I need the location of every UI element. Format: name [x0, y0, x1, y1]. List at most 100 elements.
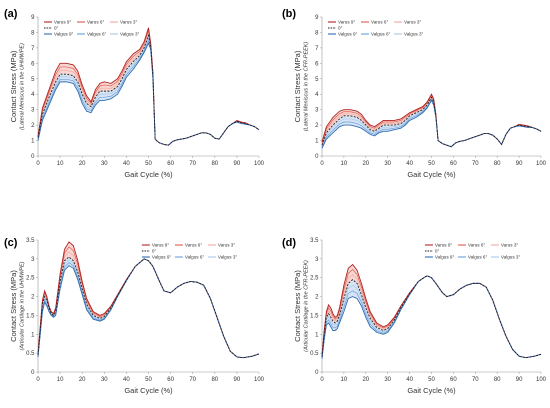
- legend-entry: Valgus 6°: [87, 32, 107, 37]
- y-axis-sublabel: (Lateral Meniscus in the UHMWPE): [20, 43, 26, 130]
- x-tick-label: 50: [145, 161, 152, 167]
- x-tick-label: 40: [406, 377, 413, 383]
- legend-entry: 0°: [54, 26, 59, 31]
- x-tick-label: 0: [320, 161, 324, 167]
- legend-entry: 0°: [338, 26, 343, 31]
- x-tick-label: 80: [494, 377, 501, 383]
- y-tick-label: 2: [315, 295, 319, 301]
- y-tick-label: 0: [315, 370, 319, 376]
- series-line-varus-6: [37, 30, 260, 146]
- series-line-valgus-3: [37, 258, 260, 359]
- y-tick-label: 2: [31, 123, 35, 129]
- y-tick-label: 1: [31, 139, 35, 145]
- legend-entry: Varus 3°: [501, 243, 518, 248]
- x-tick-label: 80: [211, 161, 218, 167]
- legend-entry: Varus 9°: [435, 243, 452, 248]
- series-line-valgus-6: [321, 98, 542, 148]
- series-line-varus-9: [37, 27, 260, 146]
- y-tick-label: 7: [31, 46, 35, 52]
- y-tick-label: 9: [315, 15, 319, 21]
- y-tick-label: 1.5: [26, 313, 35, 319]
- legend-entry: Varus 6°: [185, 243, 202, 248]
- legend-entry: Varus 3°: [404, 20, 421, 25]
- x-tick-label: 70: [472, 377, 479, 383]
- x-tick-label: 100: [254, 377, 265, 383]
- x-tick-label: 60: [167, 377, 174, 383]
- y-tick-label: 6: [31, 61, 35, 67]
- x-tick-label: 60: [450, 377, 457, 383]
- y-tick-label: 0.5: [26, 351, 35, 357]
- y-tick-label: 9: [31, 15, 35, 21]
- y-tick-label: 1.5: [310, 313, 319, 319]
- x-tick-label: 90: [516, 161, 523, 167]
- y-tick-label: 3: [315, 257, 319, 263]
- x-tick-label: 70: [189, 377, 196, 383]
- x-tick-label: 70: [189, 161, 196, 167]
- valgus-band: [322, 275, 541, 359]
- legend-entry: Varus 9°: [152, 243, 169, 248]
- series-line-valgus-9: [37, 42, 260, 146]
- x-tick-label: 40: [123, 377, 130, 383]
- x-tick-label: 10: [57, 377, 64, 383]
- y-tick-label: 4: [315, 92, 319, 98]
- legend: Varus 9° Varus 6° Varus 3° 0°Valgus 9° Valgu…: [328, 20, 424, 37]
- y-tick-label: 7: [315, 46, 319, 52]
- y-tick-label: 2: [315, 123, 319, 129]
- valgus-band: [38, 256, 259, 358]
- y-tick-label: 6: [315, 61, 319, 67]
- legend: Varus 9° Varus 6° Varus 3° 0°Valgus 9° Valgu…: [141, 243, 238, 260]
- legend-entry: 0°: [435, 249, 440, 254]
- varus-band: [322, 264, 541, 358]
- legend-entry: Varus 9°: [338, 20, 355, 25]
- x-tick-label: 30: [101, 377, 108, 383]
- legend-entry: Varus 6°: [87, 20, 104, 25]
- x-tick-label: 50: [145, 377, 152, 383]
- x-axis-label: Gait Cycle (%): [407, 386, 456, 395]
- valgus-band: [38, 35, 259, 146]
- y-tick-label: 0: [31, 154, 35, 160]
- varus-band: [38, 27, 259, 146]
- y-tick-label: 4: [31, 92, 35, 98]
- x-tick-label: 90: [234, 161, 241, 167]
- y-tick-label: 3.5: [310, 238, 319, 244]
- y-tick-label: 2.5: [310, 276, 319, 282]
- y-tick-label: 5: [31, 77, 35, 83]
- y-axis-sublabel: (Articular Cartilage in the UHMWPE): [20, 261, 26, 350]
- legend-entry: Varus 6°: [468, 243, 485, 248]
- series-line-varus-3: [37, 31, 260, 146]
- x-tick-label: 20: [362, 377, 369, 383]
- y-axis-sublabel: (Lateral Meniscus in the CFR-PEEK): [304, 42, 310, 132]
- x-tick-label: 30: [384, 377, 391, 383]
- legend-entry: Valgus 9°: [152, 255, 172, 260]
- y-axis-label: Contact Stress (MPa): [293, 50, 302, 122]
- panel-label: (c): [4, 237, 18, 249]
- legend-entry: Valgus 9°: [338, 32, 358, 37]
- y-axis-label: Contact Stress (MPa): [9, 270, 18, 342]
- series-line-0: [37, 256, 260, 359]
- legend-entry: Valgus 6°: [185, 255, 205, 260]
- y-tick-label: 3: [31, 257, 35, 263]
- y-tick-label: 3: [315, 108, 319, 114]
- y-tick-label: 1: [315, 332, 319, 338]
- y-axis-sublabel: (Articular Cartilage in the CFR-PEEK): [304, 260, 310, 352]
- y-tick-label: 3: [31, 108, 35, 114]
- legend-entry: Varus 3°: [218, 243, 235, 248]
- series-line-valgus-9: [37, 258, 260, 359]
- x-tick-label: 0: [36, 377, 40, 383]
- y-tick-label: 3.5: [26, 238, 35, 244]
- x-tick-label: 50: [428, 377, 435, 383]
- x-tick-label: 80: [211, 377, 218, 383]
- series-line-valgus-6: [37, 258, 260, 359]
- x-tick-label: 100: [536, 377, 547, 383]
- y-axis-label: Contact Stress (MPa): [293, 270, 302, 342]
- legend-entry: Valgus 3°: [218, 255, 238, 260]
- x-tick-label: 90: [234, 377, 241, 383]
- x-tick-label: 10: [341, 377, 348, 383]
- chart-panel-c: (c) 0 0.5 1 1.5 2 2.5 3 3.5 0 10 20 30 40 50 60 70 80 90 10…: [4, 237, 265, 395]
- x-tick-label: 40: [406, 161, 413, 167]
- series-line-0: [321, 96, 542, 148]
- x-tick-label: 100: [536, 161, 547, 167]
